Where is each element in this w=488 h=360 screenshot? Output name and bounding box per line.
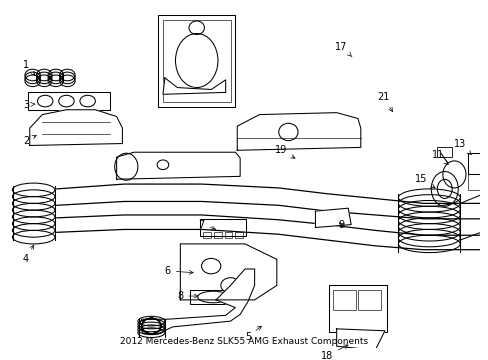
Text: 15: 15 bbox=[0, 359, 1, 360]
Text: 12: 12 bbox=[0, 359, 1, 360]
Text: 18: 18 bbox=[320, 345, 347, 360]
Polygon shape bbox=[30, 110, 122, 145]
Text: 2012 Mercedes-Benz SLK55 AMG Exhaust Components: 2012 Mercedes-Benz SLK55 AMG Exhaust Com… bbox=[120, 337, 367, 346]
Text: 14: 14 bbox=[0, 359, 1, 360]
Text: 7: 7 bbox=[198, 220, 215, 230]
Polygon shape bbox=[139, 269, 254, 334]
Text: 15: 15 bbox=[0, 359, 1, 360]
Text: 17: 17 bbox=[335, 42, 351, 57]
Text: 15: 15 bbox=[0, 359, 1, 360]
Text: 23: 23 bbox=[0, 359, 1, 360]
Text: 1: 1 bbox=[23, 60, 35, 75]
Text: 20: 20 bbox=[0, 359, 1, 360]
Text: 2: 2 bbox=[23, 135, 36, 146]
Polygon shape bbox=[237, 113, 360, 150]
Text: 15: 15 bbox=[415, 174, 434, 188]
Text: 5: 5 bbox=[244, 326, 261, 342]
Text: 3: 3 bbox=[23, 100, 35, 110]
Polygon shape bbox=[315, 208, 350, 228]
Text: 19: 19 bbox=[274, 145, 294, 158]
Text: 4: 4 bbox=[23, 245, 34, 264]
Polygon shape bbox=[180, 244, 276, 300]
Polygon shape bbox=[116, 152, 240, 179]
Text: 22: 22 bbox=[0, 359, 1, 360]
Text: 9: 9 bbox=[338, 220, 344, 230]
Text: 13: 13 bbox=[453, 139, 470, 154]
Text: 6: 6 bbox=[164, 266, 193, 276]
Text: 21: 21 bbox=[376, 92, 392, 112]
Text: 16: 16 bbox=[0, 359, 1, 360]
Text: 15: 15 bbox=[0, 359, 1, 360]
Text: 11: 11 bbox=[431, 150, 447, 165]
Text: 10: 10 bbox=[0, 359, 1, 360]
Polygon shape bbox=[163, 78, 225, 94]
Polygon shape bbox=[336, 329, 384, 350]
Text: 8: 8 bbox=[177, 291, 198, 301]
